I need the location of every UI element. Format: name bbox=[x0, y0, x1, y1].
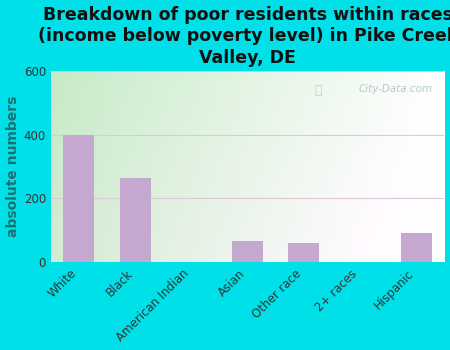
Title: Breakdown of poor residents within races
(income below poverty level) in Pike Cr: Breakdown of poor residents within races… bbox=[37, 6, 450, 66]
Bar bbox=[401, 233, 432, 262]
Bar bbox=[288, 243, 319, 262]
Text: ⓘ: ⓘ bbox=[315, 84, 322, 97]
Bar bbox=[120, 178, 151, 262]
Text: City-Data.com: City-Data.com bbox=[359, 84, 432, 94]
Y-axis label: absolute numbers: absolute numbers bbox=[5, 96, 19, 237]
Bar bbox=[63, 135, 94, 262]
Bar bbox=[232, 241, 263, 262]
